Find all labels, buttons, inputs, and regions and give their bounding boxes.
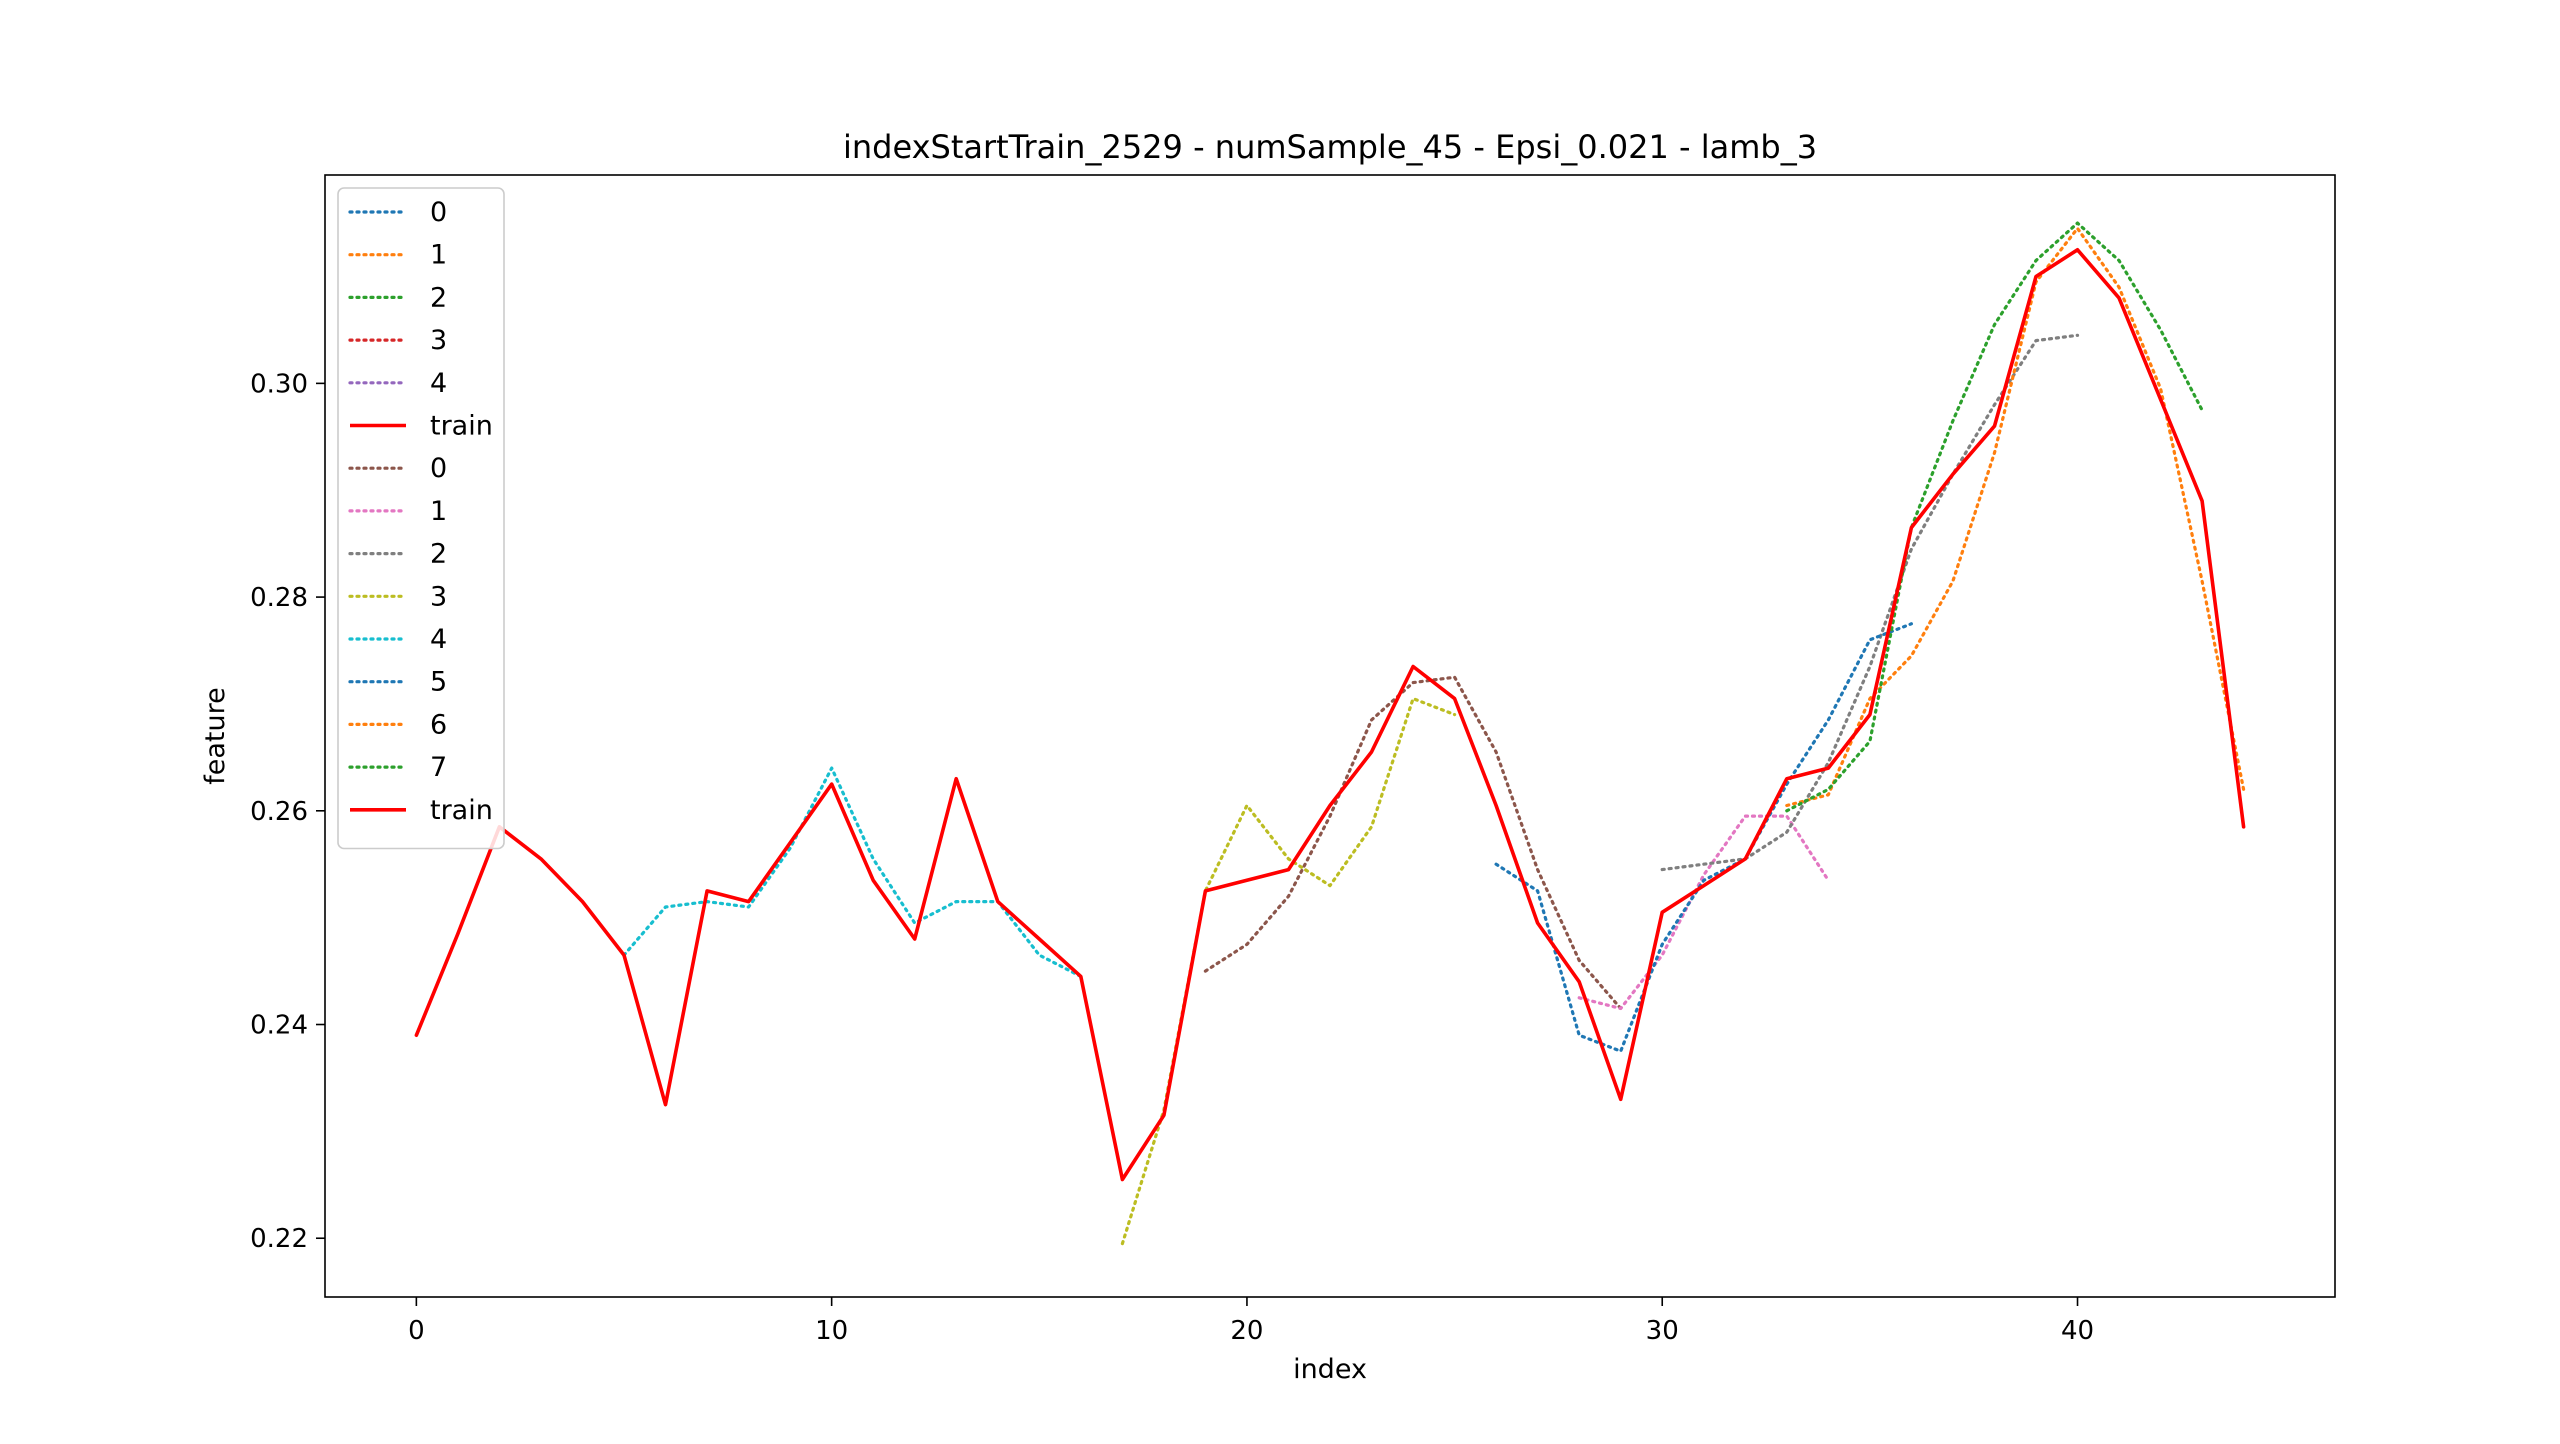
series-line-3-9 (1120, 696, 1457, 1246)
legend-label: 4 (430, 368, 447, 399)
legend-label: 7 (430, 752, 447, 783)
y-axis-label: feature (200, 687, 231, 784)
series-line-train-14 (414, 248, 2246, 1182)
legend-label: 5 (430, 667, 447, 698)
x-tick-label: 20 (1230, 1316, 1263, 1346)
x-tick-label: 10 (815, 1316, 848, 1346)
axes-frame (324, 174, 2336, 1298)
legend-label: 2 (430, 539, 447, 570)
legend-label: 4 (430, 624, 447, 655)
x-axis-label: index (1293, 1354, 1367, 1385)
legend-label: train (430, 795, 493, 826)
x-tick-label: 30 (1646, 1316, 1679, 1346)
y-tick-label: 0.26 (250, 797, 308, 827)
series-line-1-7 (1577, 814, 1830, 1011)
legend-label: 1 (430, 496, 447, 527)
legend-label: 3 (430, 325, 447, 356)
legend-box (337, 187, 505, 850)
y-tick-label: 0.28 (250, 583, 308, 613)
legend-label: 3 (430, 581, 447, 612)
series-line-5-11 (1494, 622, 1914, 1053)
series-line-0-6 (1203, 675, 1623, 1011)
x-tick-label: 0 (408, 1316, 425, 1346)
y-tick-label: 0.30 (250, 369, 308, 399)
legend-label: 0 (430, 197, 447, 228)
legend-label: 6 (430, 709, 447, 740)
chart-title: indexStartTrain_2529 - numSample_45 - Ep… (843, 128, 1817, 166)
legend-label: train (430, 411, 493, 442)
legend-label: 1 (430, 240, 447, 271)
legend-label: 0 (430, 453, 447, 484)
series-line-7-13 (1785, 221, 2204, 813)
y-tick-label: 0.22 (250, 1224, 308, 1254)
series-line-2-8 (1660, 333, 2080, 872)
legend: 0 1 2 3 4 train 0 1 2 3 4 5 6 7 train (337, 187, 505, 850)
x-tick-label: 40 (2061, 1316, 2094, 1346)
legend-label: 2 (430, 282, 447, 313)
y-tick-label: 0.24 (250, 1011, 308, 1041)
plot-series-group (414, 221, 2246, 1246)
axis-ticks: 0 10 20 30 400.220.240.260.280.30 (250, 369, 2094, 1346)
series-line-4-10 (622, 766, 1083, 979)
